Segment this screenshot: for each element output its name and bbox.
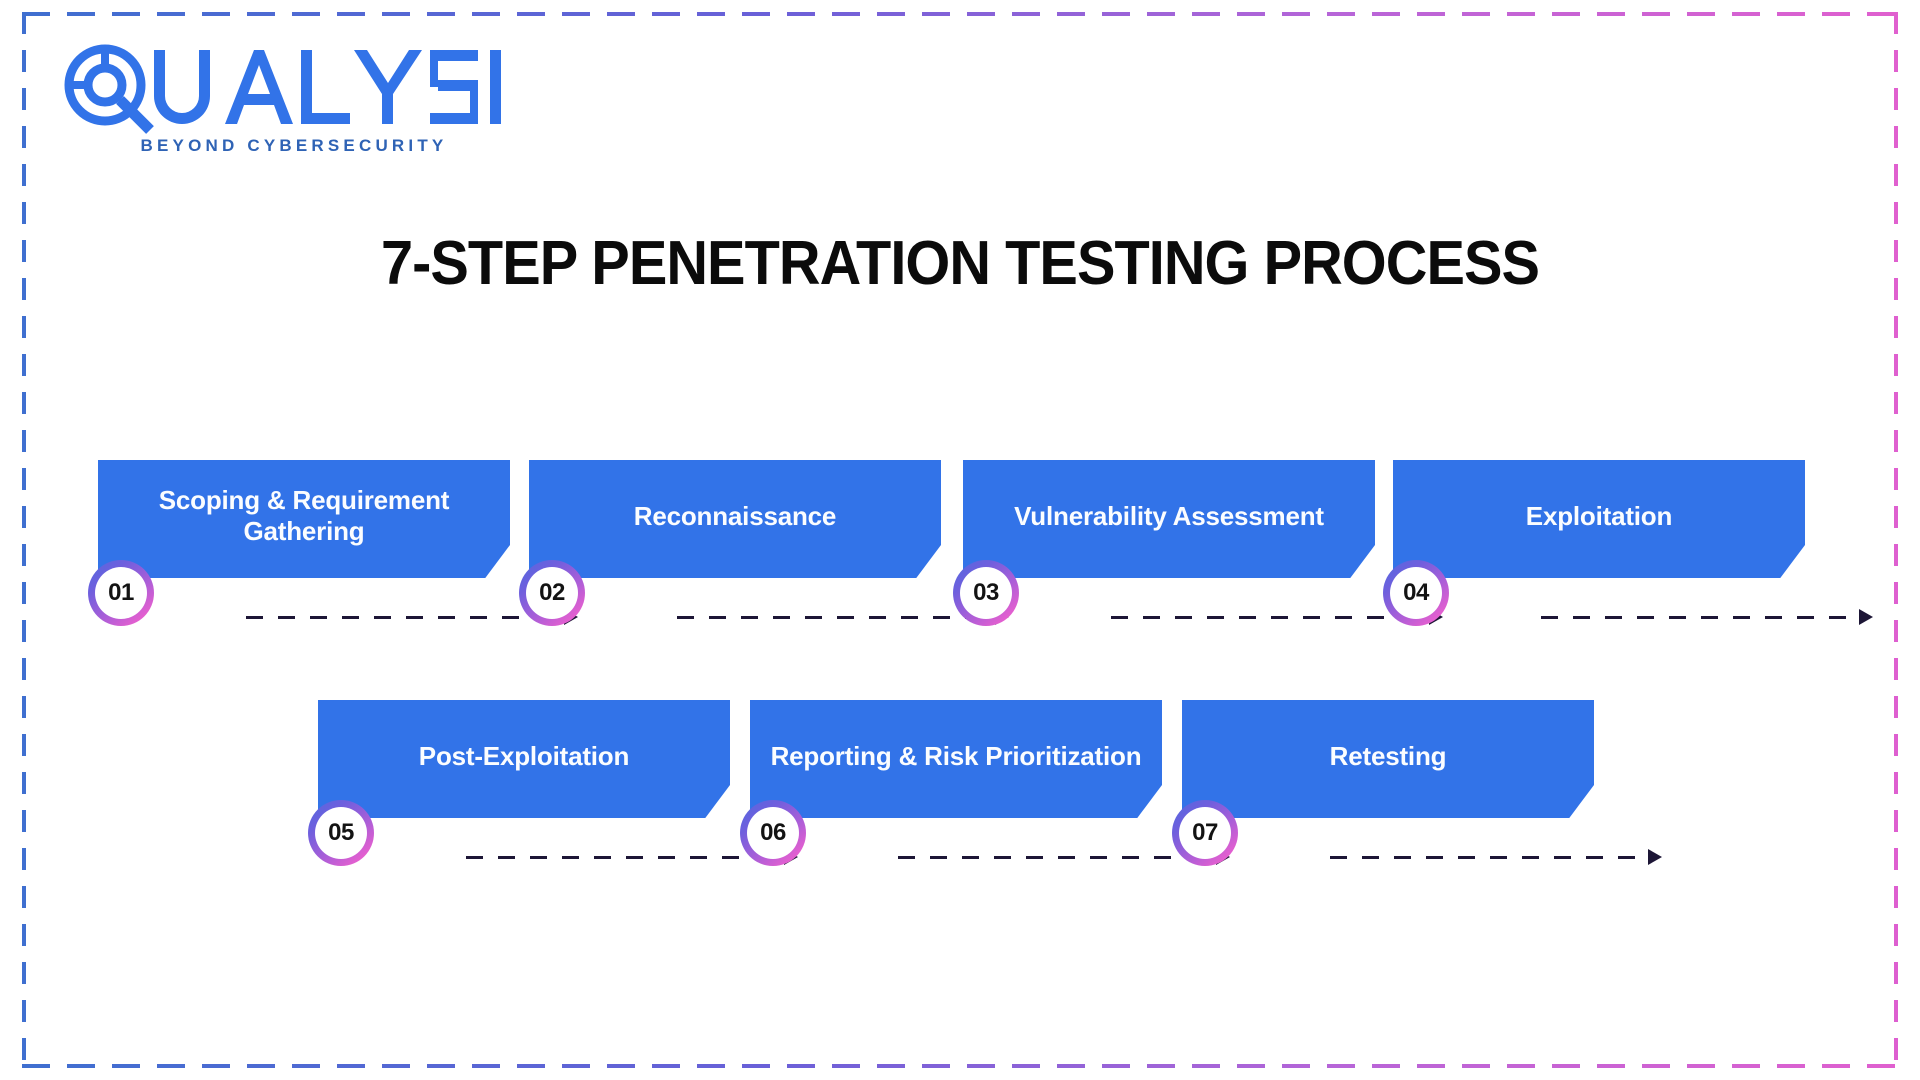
step-box-06: Reporting & Risk Prioritization: [750, 700, 1162, 818]
step-number-07: 07: [1192, 819, 1218, 846]
step-box-03: Vulnerability Assessment: [963, 460, 1375, 578]
step-number-04: 04: [1403, 579, 1429, 606]
step-box-01: Scoping & Requirement Gathering: [98, 460, 510, 578]
step-card-01[interactable]: Scoping & Requirement Gathering 01: [88, 460, 578, 626]
step-number-01: 01: [108, 579, 134, 606]
step-card-02[interactable]: Reconnaissance 02: [519, 460, 1009, 626]
step-badge-inner-02: 02: [526, 567, 578, 619]
step-card-06[interactable]: Reporting & Risk Prioritization 06: [740, 700, 1230, 866]
step-badge-03: 03: [953, 560, 1019, 626]
step-arrow-07: [1330, 849, 1662, 865]
frame-bottom-edge: [22, 1064, 1898, 1068]
step-badge-05: 05: [308, 800, 374, 866]
frame-top-edge: [22, 12, 1898, 16]
step-badge-inner-04: 04: [1390, 567, 1442, 619]
step-box-02: Reconnaissance: [529, 460, 941, 578]
step-card-05[interactable]: Post-Exploitation 05: [308, 700, 798, 866]
step-card-03[interactable]: Vulnerability Assessment 03: [953, 460, 1443, 626]
step-label-05: Post-Exploitation: [418, 740, 630, 771]
arrow-line-04: [1541, 615, 1860, 619]
arrow-line-01: [246, 615, 565, 619]
step-badge-07: 07: [1172, 800, 1238, 866]
step-number-02: 02: [539, 579, 565, 606]
step-badge-inner-06: 06: [747, 807, 799, 859]
step-label-02: Reconnaissance: [633, 500, 837, 531]
step-label-04: Exploitation: [1525, 500, 1673, 531]
step-card-07[interactable]: Retesting 07: [1172, 700, 1662, 866]
logo-tagline-text: BEYOND CYBERSECURITY: [141, 136, 448, 155]
step-box-07: Retesting: [1182, 700, 1594, 818]
arrow-line-05: [466, 855, 785, 859]
steps-row-2: Post-Exploitation 05 Reporting & Risk Pr…: [0, 700, 1920, 900]
arrow-line-07: [1330, 855, 1649, 859]
step-badge-02: 02: [519, 560, 585, 626]
step-box-05: Post-Exploitation: [318, 700, 730, 818]
step-label-01: Scoping & Requirement Gathering: [158, 485, 450, 546]
arrow-line-03: [1111, 615, 1430, 619]
step-badge-01: 01: [88, 560, 154, 626]
step-label-06: Reporting & Risk Prioritization: [770, 740, 1142, 771]
arrow-line-02: [677, 615, 996, 619]
step-arrow-04: [1541, 609, 1873, 625]
arrow-head-07: [1648, 849, 1662, 865]
step-number-05: 05: [328, 819, 354, 846]
qualysec-logo: BEYOND CYBERSECURITY: [58, 38, 518, 156]
step-card-04[interactable]: Exploitation 04: [1383, 460, 1873, 626]
step-badge-inner-07: 07: [1179, 807, 1231, 859]
step-badge-04: 04: [1383, 560, 1449, 626]
steps-row-1: Scoping & Requirement Gathering 01 Recon…: [0, 460, 1920, 660]
arrow-line-06: [898, 855, 1217, 859]
step-badge-inner-05: 05: [315, 807, 367, 859]
arrow-head-04: [1859, 609, 1873, 625]
page-title: 7-STEP PENETRATION TESTING PROCESS: [380, 229, 1540, 298]
step-box-04: Exploitation: [1393, 460, 1805, 578]
step-label-07: Retesting: [1329, 740, 1447, 771]
step-number-03: 03: [973, 579, 999, 606]
step-badge-inner-03: 03: [960, 567, 1012, 619]
step-badge-06: 06: [740, 800, 806, 866]
step-badge-inner-01: 01: [95, 567, 147, 619]
step-number-06: 06: [760, 819, 786, 846]
step-label-03: Vulnerability Assessment: [1014, 500, 1324, 531]
